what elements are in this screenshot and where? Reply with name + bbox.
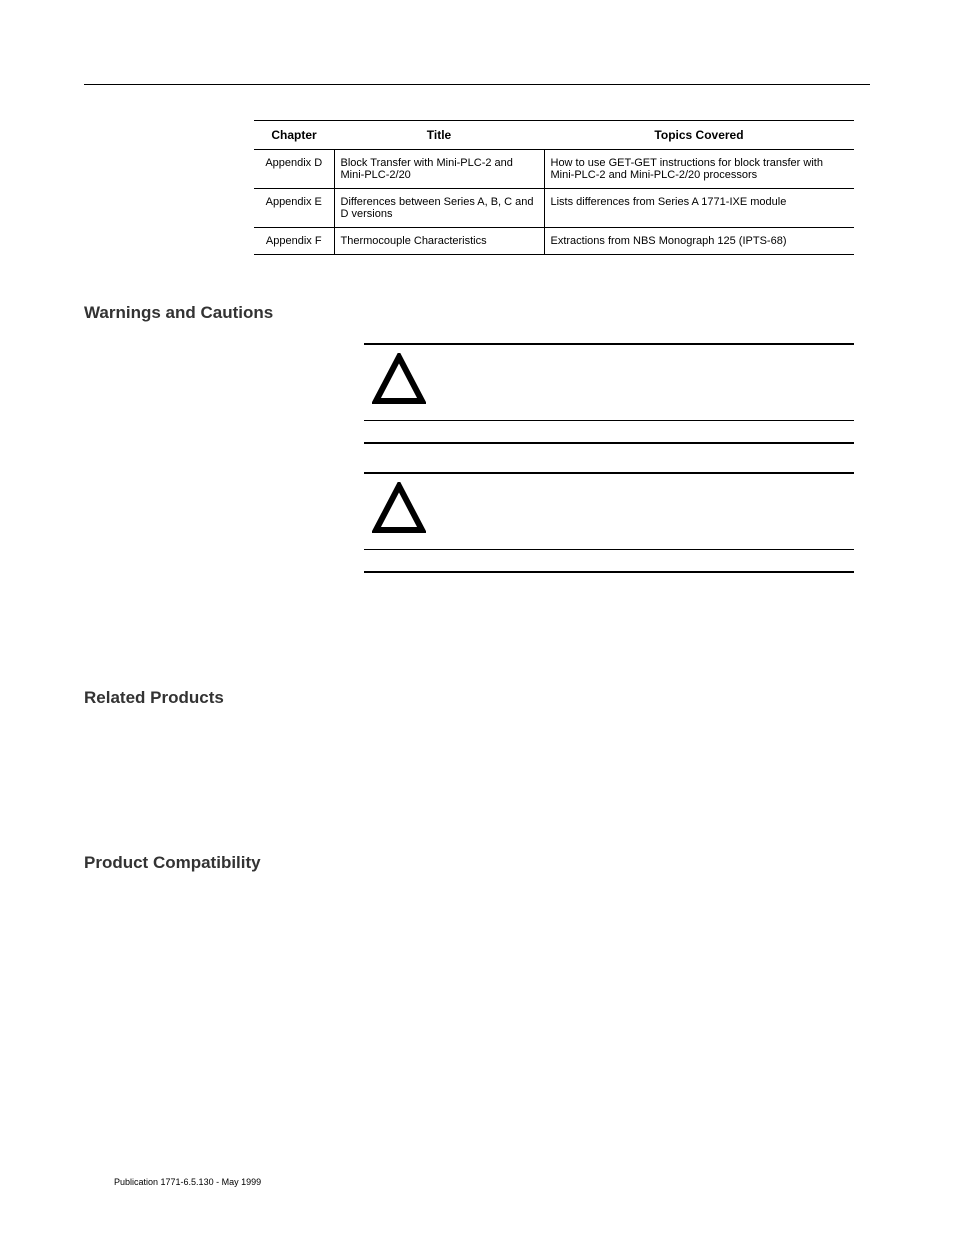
caution-box (364, 472, 854, 573)
cell-topics: Lists differences from Series A 1771-IXE… (544, 189, 854, 228)
cell-chapter: Appendix D (254, 150, 334, 189)
cell-title: Block Transfer with Mini-PLC-2 and Mini-… (334, 150, 544, 189)
warnings-heading: Warnings and Cautions (84, 303, 870, 323)
table-row: Appendix D Block Transfer with Mini-PLC-… (254, 150, 854, 189)
warnings-section: Warnings and Cautions (84, 303, 870, 573)
related-products-heading: Related Products (84, 688, 870, 708)
attention-box-content (364, 343, 854, 421)
product-compatibility-heading: Product Compatibility (84, 853, 870, 873)
page-header-rule (84, 84, 870, 85)
col-header-topics: Topics Covered (544, 121, 854, 150)
cell-title: Differences between Series A, B, C and D… (334, 189, 544, 228)
product-compatibility-section: Product Compatibility (84, 853, 870, 873)
publication-footer: Publication 1771-6.5.130 - May 1999 (114, 1177, 261, 1187)
table-header-row: Chapter Title Topics Covered (254, 121, 854, 150)
cell-chapter: Appendix E (254, 189, 334, 228)
attention-triangle-icon (372, 353, 426, 412)
table-row: Appendix E Differences between Series A,… (254, 189, 854, 228)
page-content: Chapter Title Topics Covered Appendix D … (84, 120, 870, 893)
cell-topics: How to use GET-GET instructions for bloc… (544, 150, 854, 189)
col-header-chapter: Chapter (254, 121, 334, 150)
attention-box-footer (364, 420, 854, 444)
table-row: Appendix F Thermocouple Characteristics … (254, 228, 854, 255)
appendix-table: Chapter Title Topics Covered Appendix D … (254, 120, 854, 255)
cell-chapter: Appendix F (254, 228, 334, 255)
caution-box-content (364, 472, 854, 550)
col-header-title: Title (334, 121, 544, 150)
attention-box (364, 343, 854, 444)
caution-box-footer (364, 549, 854, 573)
cell-topics: Extractions from NBS Monograph 125 (IPTS… (544, 228, 854, 255)
cell-title: Thermocouple Characteristics (334, 228, 544, 255)
caution-triangle-icon (372, 482, 426, 541)
related-products-section: Related Products (84, 688, 870, 708)
